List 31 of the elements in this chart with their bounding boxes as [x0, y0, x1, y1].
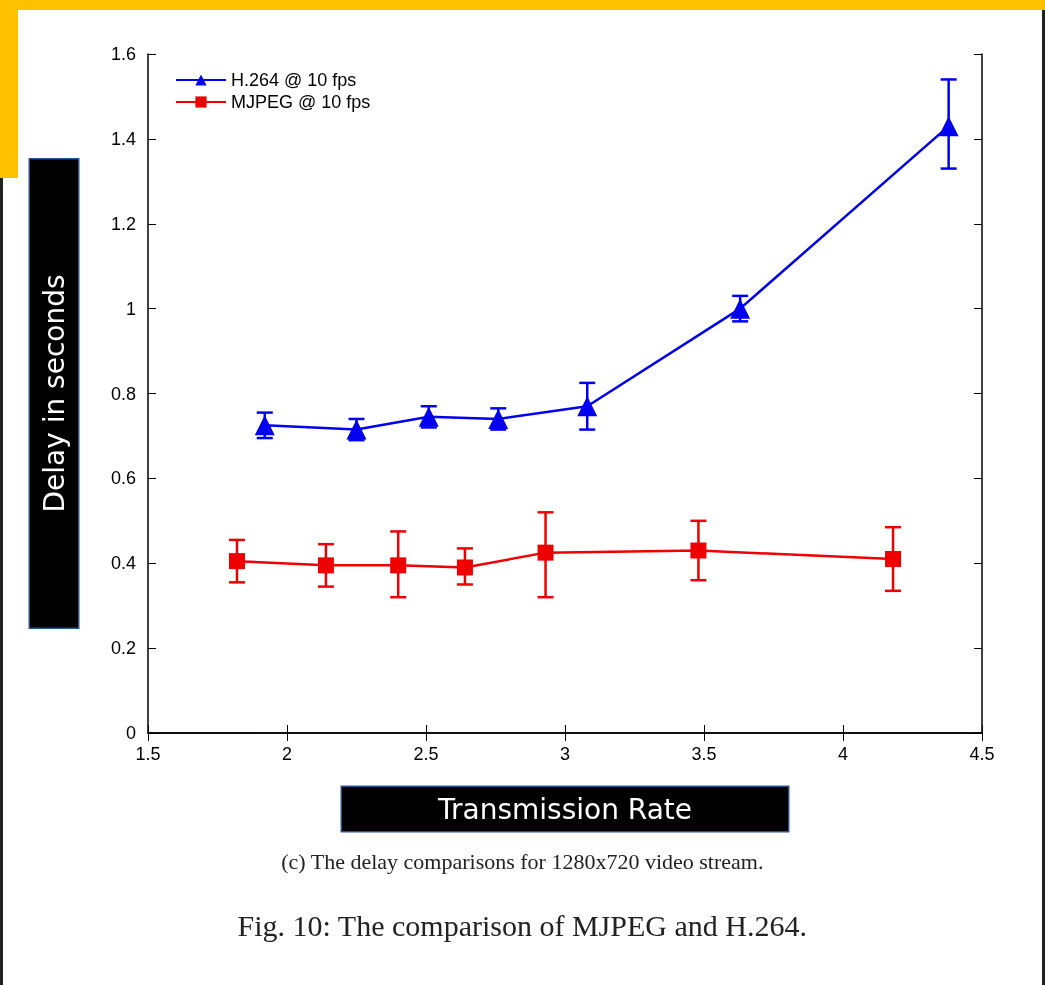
x-tick-label: 2 [281, 744, 293, 764]
point [690, 542, 707, 559]
y-tick-label: 1 [125, 298, 136, 319]
point [317, 557, 334, 574]
x-tick-label: 4 [837, 744, 849, 764]
text: (c) The delay comparisons for 1280x720 video stream. [281, 848, 764, 874]
y-tick-label: 1.2 [110, 213, 136, 234]
y-axis-title: Delay in seconds [37, 274, 71, 513]
point [885, 551, 902, 568]
legend-label: H.264 @ 10 fps [231, 70, 357, 90]
caption: Fig. 10: The comparison of MJPEG and H.264. [237, 908, 807, 942]
point [228, 553, 245, 570]
x-tick-label: 1.5 [135, 744, 161, 764]
point [537, 544, 554, 561]
y-tick-label: 0.4 [110, 553, 136, 574]
y-tick-label: 1.6 [110, 44, 136, 64]
x-tick-label: 3 [559, 744, 571, 764]
point [577, 396, 598, 417]
y-tick-label: 0 [125, 723, 136, 743]
y-tick-label: 0.8 [110, 383, 136, 404]
y-tick-label: 1.4 [110, 128, 136, 149]
x-tick-label: 4.5 [969, 744, 995, 764]
x-axis-title: Transmission Rate [437, 792, 692, 826]
x-tick-label: 3.5 [691, 744, 717, 764]
legend-label: MJPEG @ 10 fps [231, 92, 371, 112]
x-tick-label: 2.5 [413, 744, 439, 764]
point [938, 116, 959, 137]
y-tick-label: 0.6 [110, 468, 136, 489]
point [390, 557, 407, 574]
y-tick-label: 0.2 [110, 638, 136, 659]
point [456, 559, 473, 576]
